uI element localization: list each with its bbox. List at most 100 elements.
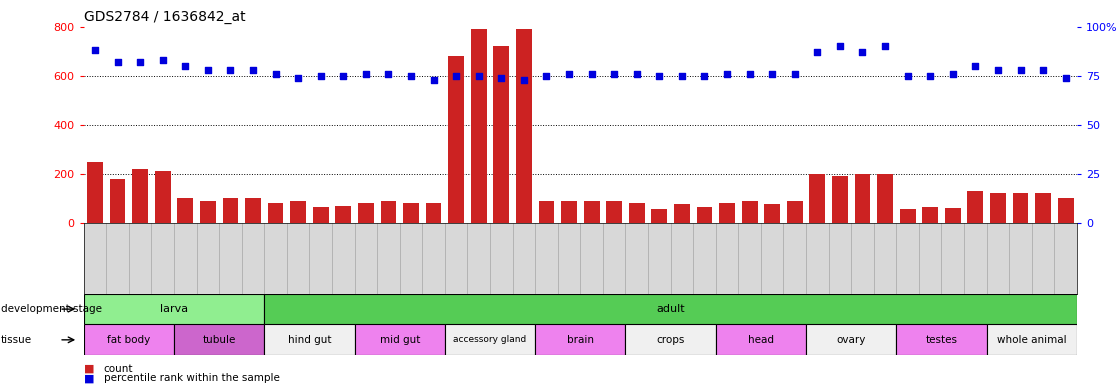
- Bar: [628, 203, 645, 223]
- Bar: [561, 201, 577, 223]
- Point: [786, 71, 804, 77]
- Point: [718, 71, 735, 77]
- Bar: [787, 201, 802, 223]
- Point: [741, 71, 759, 77]
- Bar: [84, 294, 264, 324]
- Point: [86, 47, 104, 53]
- Bar: [246, 198, 261, 223]
- Point: [854, 49, 872, 55]
- Point: [876, 43, 894, 50]
- Bar: [425, 203, 442, 223]
- Point: [244, 67, 262, 73]
- Text: mid gut: mid gut: [379, 335, 420, 345]
- Text: development stage: development stage: [1, 304, 103, 314]
- Point: [425, 77, 443, 83]
- Point: [108, 59, 126, 65]
- Bar: [652, 209, 667, 223]
- Bar: [381, 201, 396, 223]
- Point: [357, 71, 375, 77]
- Bar: [809, 174, 825, 223]
- Text: ■: ■: [84, 364, 94, 374]
- Point: [311, 73, 329, 79]
- Bar: [625, 324, 715, 355]
- Bar: [355, 324, 445, 355]
- Bar: [719, 203, 735, 223]
- Point: [514, 77, 532, 83]
- Bar: [539, 201, 555, 223]
- Bar: [945, 208, 961, 223]
- Bar: [806, 324, 896, 355]
- Bar: [764, 204, 780, 223]
- Bar: [493, 46, 509, 223]
- Bar: [1058, 198, 1074, 223]
- Bar: [84, 324, 174, 355]
- Point: [989, 67, 1007, 73]
- Text: GDS2784 / 1636842_at: GDS2784 / 1636842_at: [84, 10, 246, 25]
- Bar: [222, 198, 239, 223]
- Point: [470, 73, 488, 79]
- Bar: [312, 207, 328, 223]
- Bar: [264, 294, 1077, 324]
- Point: [199, 67, 217, 73]
- Point: [267, 71, 285, 77]
- Point: [221, 67, 239, 73]
- Point: [379, 71, 397, 77]
- Bar: [1012, 194, 1029, 223]
- Bar: [833, 176, 848, 223]
- Bar: [358, 203, 374, 223]
- Text: brain: brain: [567, 335, 594, 345]
- Bar: [516, 29, 532, 223]
- Bar: [968, 191, 983, 223]
- Bar: [987, 324, 1077, 355]
- Text: tubule: tubule: [202, 335, 235, 345]
- Bar: [336, 205, 352, 223]
- Text: ovary: ovary: [837, 335, 866, 345]
- Bar: [896, 324, 987, 355]
- Bar: [674, 204, 690, 223]
- Text: hind gut: hind gut: [288, 335, 331, 345]
- Point: [695, 73, 713, 79]
- Point: [132, 59, 150, 65]
- Text: larva: larva: [160, 304, 189, 314]
- Point: [966, 63, 984, 69]
- Point: [605, 71, 623, 77]
- Point: [898, 73, 916, 79]
- Text: count: count: [104, 364, 133, 374]
- Bar: [155, 171, 171, 223]
- Point: [492, 75, 510, 81]
- Bar: [290, 201, 306, 223]
- Bar: [606, 201, 622, 223]
- Point: [763, 71, 781, 77]
- Bar: [877, 174, 893, 223]
- Bar: [445, 324, 536, 355]
- Bar: [200, 201, 215, 223]
- Point: [448, 73, 465, 79]
- Bar: [449, 56, 464, 223]
- Bar: [536, 324, 625, 355]
- Text: fat body: fat body: [107, 335, 151, 345]
- Bar: [696, 207, 712, 223]
- Bar: [87, 162, 103, 223]
- Bar: [922, 207, 939, 223]
- Point: [154, 57, 172, 63]
- Bar: [584, 201, 599, 223]
- Bar: [264, 324, 355, 355]
- Point: [176, 63, 194, 69]
- Point: [651, 73, 668, 79]
- Text: testes: testes: [925, 335, 958, 345]
- Bar: [471, 29, 487, 223]
- Bar: [899, 209, 915, 223]
- Text: whole animal: whole animal: [997, 335, 1067, 345]
- Point: [673, 73, 691, 79]
- Bar: [990, 194, 1006, 223]
- Point: [335, 73, 353, 79]
- Bar: [855, 174, 870, 223]
- Bar: [1036, 194, 1051, 223]
- Point: [944, 71, 962, 77]
- Bar: [132, 169, 148, 223]
- Point: [922, 73, 940, 79]
- Point: [1057, 75, 1075, 81]
- Point: [289, 75, 307, 81]
- Point: [1011, 67, 1029, 73]
- Point: [628, 71, 646, 77]
